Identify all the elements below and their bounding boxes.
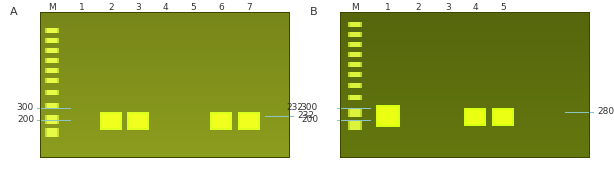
- Text: 3: 3: [135, 4, 141, 13]
- Text: 280: 280: [597, 107, 614, 116]
- Text: 2: 2: [108, 4, 114, 13]
- Text: 232: 232: [297, 112, 314, 121]
- Text: B: B: [310, 7, 317, 17]
- Text: 6: 6: [218, 4, 224, 13]
- Text: 300: 300: [17, 104, 34, 113]
- Text: A: A: [10, 7, 18, 17]
- Text: 1: 1: [385, 4, 391, 13]
- Text: 5: 5: [500, 4, 506, 13]
- Text: 4: 4: [472, 4, 478, 13]
- Text: 4: 4: [162, 4, 168, 13]
- Text: M: M: [351, 4, 359, 13]
- Text: 5: 5: [190, 4, 196, 13]
- Text: M: M: [48, 4, 56, 13]
- Text: 200: 200: [17, 115, 34, 124]
- Text: 200: 200: [301, 115, 318, 124]
- Text: 232: 232: [286, 104, 303, 113]
- Text: 3: 3: [445, 4, 451, 13]
- Text: 2: 2: [415, 4, 421, 13]
- Text: 7: 7: [246, 4, 252, 13]
- Text: 300: 300: [301, 104, 318, 113]
- Text: 1: 1: [79, 4, 85, 13]
